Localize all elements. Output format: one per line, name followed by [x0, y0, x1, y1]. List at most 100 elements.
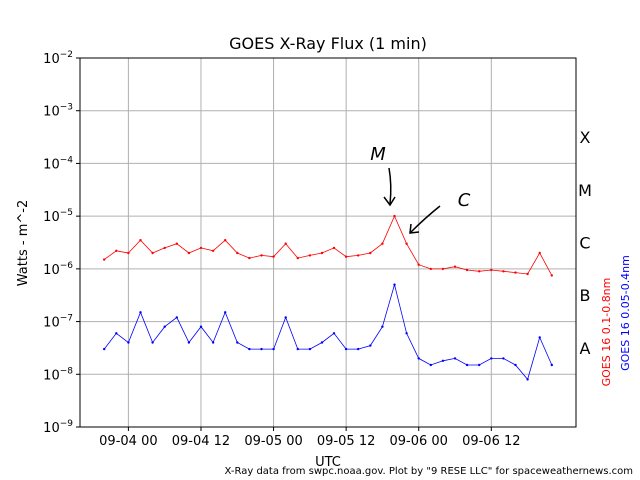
data-point — [248, 347, 251, 351]
data-point — [211, 249, 215, 252]
data-point — [417, 263, 420, 266]
y-tick-label: 10−6 — [43, 261, 73, 278]
flare-class-labels: X M C B A — [578, 128, 592, 358]
y-axis-ticks: 10−2 10−3 10−4 10−5 10−6 10−7 10−8 10−9 — [43, 50, 80, 436]
x-axis-label: UTC — [315, 455, 341, 470]
data-point — [175, 242, 178, 245]
data-point — [175, 316, 178, 319]
data-point — [465, 268, 469, 272]
data-point — [260, 347, 263, 351]
data-point — [127, 341, 130, 344]
data-point — [478, 270, 481, 273]
data-point — [151, 251, 154, 255]
data-point — [538, 336, 541, 339]
chart-title: GOES X-Ray Flux (1 min) — [229, 34, 427, 53]
data-point — [550, 363, 553, 367]
grid-lines — [80, 57, 576, 428]
data-point — [441, 267, 445, 271]
data-point — [357, 347, 360, 351]
x-tick-label: 09-04 12 — [172, 434, 230, 449]
data-point — [357, 254, 360, 257]
data-point — [538, 251, 541, 255]
data-point — [417, 357, 420, 360]
annotation-m: M — [370, 144, 386, 165]
data-point — [550, 274, 553, 277]
y-tick-label: 10−4 — [43, 155, 73, 172]
data-point — [187, 341, 191, 344]
data-point — [393, 214, 396, 218]
data-point — [405, 332, 408, 335]
annotation-arrowhead-c — [409, 223, 420, 234]
flare-class-B: B — [580, 286, 591, 305]
flare-class-X: X — [580, 128, 591, 147]
data-point — [393, 283, 396, 286]
annotation-arrow-m — [388, 167, 392, 205]
data-point — [441, 359, 445, 362]
data-point — [344, 255, 348, 258]
y-tick-label: 10−7 — [43, 314, 73, 331]
data-point — [248, 256, 251, 260]
data-point — [369, 344, 372, 347]
data-point — [199, 325, 203, 328]
data-point — [453, 265, 457, 268]
data-point — [526, 378, 529, 381]
data-point — [453, 357, 457, 360]
credit-text: X-Ray data from swpc.noaa.gov. Plot by "… — [225, 466, 633, 477]
data-point — [272, 255, 275, 258]
data-point — [308, 347, 312, 351]
x-tick-label: 09-05 00 — [244, 434, 302, 449]
data-point — [163, 246, 166, 250]
data-point — [115, 249, 118, 252]
data-point — [308, 254, 312, 257]
flare-class-C: C — [579, 234, 590, 253]
x-tick-label: 09-05 12 — [317, 434, 375, 449]
data-point — [211, 341, 215, 344]
data-point — [320, 251, 324, 255]
data-point — [284, 316, 287, 319]
series-layer — [103, 214, 553, 381]
y-tick-label: 10−9 — [43, 419, 73, 436]
data-point — [320, 341, 324, 344]
y-tick-label: 10−5 — [43, 208, 73, 225]
data-point — [103, 347, 106, 351]
series-line-1 — [103, 215, 553, 276]
data-point — [381, 242, 384, 245]
data-point — [103, 258, 106, 261]
data-point — [187, 251, 191, 255]
flare-class-M: M — [578, 181, 592, 200]
data-point — [465, 363, 469, 367]
data-point — [163, 325, 166, 328]
data-point — [490, 268, 493, 272]
data-point — [236, 341, 239, 344]
data-point — [429, 363, 432, 367]
data-point — [514, 271, 517, 274]
data-point — [369, 251, 372, 255]
y-tick-label: 10−2 — [43, 50, 73, 67]
data-point — [344, 347, 348, 351]
data-point — [526, 272, 529, 276]
flare-class-A: A — [580, 339, 591, 358]
data-point — [260, 254, 263, 257]
data-point — [490, 357, 493, 360]
x-tick-label: 09-04 00 — [99, 434, 157, 449]
data-point — [332, 246, 336, 250]
annotation-c: C — [458, 190, 471, 211]
data-point — [296, 256, 299, 260]
data-point — [139, 239, 142, 242]
y-axis-label: Watts - m^-2 — [16, 200, 31, 286]
data-point — [199, 246, 203, 250]
x-tick-label: 09-06 00 — [390, 434, 448, 449]
plot-area-border — [79, 57, 577, 428]
data-point — [502, 270, 505, 273]
data-point — [405, 242, 408, 245]
y-tick-label: 10−8 — [43, 366, 73, 383]
data-point — [272, 347, 275, 351]
series-line-2 — [103, 283, 553, 381]
data-point — [429, 267, 432, 271]
data-point — [127, 251, 130, 255]
x-axis-ticks: 09-04 00 09-04 12 09-05 00 09-05 12 09-06 00… — [99, 427, 521, 449]
data-point — [296, 347, 299, 351]
annotations-layer: MC — [370, 144, 471, 234]
data-point — [284, 242, 287, 245]
